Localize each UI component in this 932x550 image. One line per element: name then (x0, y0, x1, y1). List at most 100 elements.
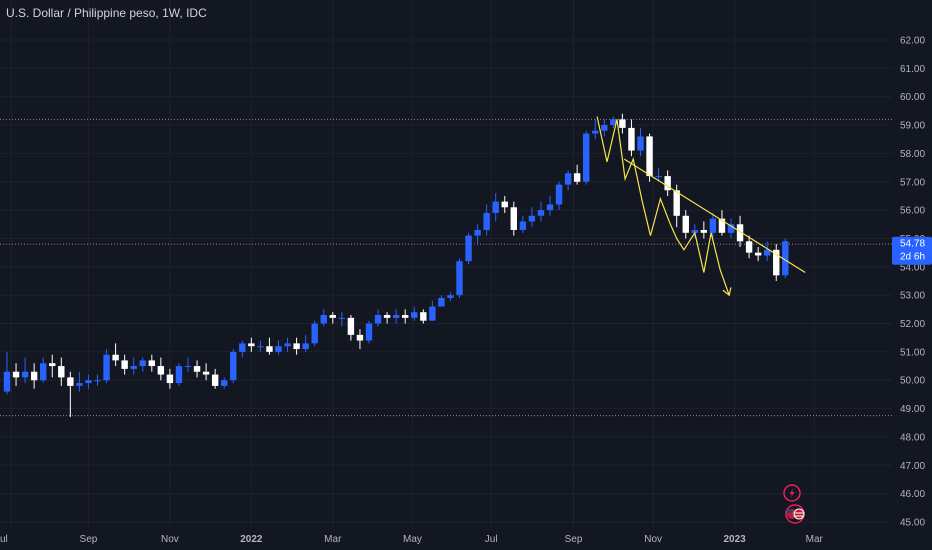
candle-body[interactable] (420, 312, 427, 321)
candle-body[interactable] (700, 229, 708, 233)
candle-body[interactable] (130, 366, 137, 369)
y-tick-label: 49.00 (900, 404, 925, 415)
candle-body[interactable] (85, 380, 92, 384)
candle-body[interactable] (754, 252, 762, 256)
candle-body[interactable] (311, 323, 318, 344)
candle-body[interactable] (501, 201, 508, 208)
candle-body[interactable] (727, 224, 735, 233)
candle-body[interactable] (139, 360, 146, 367)
x-tick-label: Jul (485, 534, 498, 545)
candle-body[interactable] (601, 125, 608, 131)
candle-body[interactable] (691, 229, 698, 233)
candle-body[interactable] (411, 312, 418, 318)
candle-body[interactable] (293, 343, 300, 350)
candle-body[interactable] (682, 215, 689, 233)
candle-body[interactable] (338, 317, 346, 319)
candle-body[interactable] (166, 374, 174, 384)
candle-body[interactable] (193, 366, 201, 372)
candle-body[interactable] (12, 371, 20, 378)
candle-body[interactable] (773, 249, 780, 276)
candle-body[interactable] (429, 306, 436, 321)
candle-body[interactable] (438, 298, 445, 307)
candle-body[interactable] (103, 354, 110, 381)
candle-body[interactable] (456, 261, 463, 296)
candle-body[interactable] (320, 315, 327, 324)
candle-body[interactable] (275, 346, 282, 352)
candle-body[interactable] (175, 366, 183, 384)
candle-body[interactable] (221, 380, 228, 386)
candle-body[interactable] (573, 173, 581, 182)
candle-body[interactable] (112, 354, 119, 361)
candle-body[interactable] (347, 317, 355, 335)
candle-body[interactable] (202, 371, 210, 375)
candle-body[interactable] (592, 130, 599, 134)
candle-body[interactable] (40, 363, 47, 381)
candle-body[interactable] (302, 343, 309, 350)
candle-body[interactable] (121, 360, 128, 369)
us-flag-icon[interactable] (785, 504, 805, 524)
candle-body[interactable] (610, 119, 617, 126)
candle-body[interactable] (465, 235, 472, 262)
candle-body[interactable] (709, 218, 717, 233)
trendline-drawing[interactable] (623, 158, 806, 274)
candle-body[interactable] (664, 176, 671, 191)
candle-body[interactable] (402, 315, 409, 318)
candle-body[interactable] (230, 351, 237, 381)
candle-body[interactable] (374, 315, 382, 324)
candle-body[interactable] (356, 334, 364, 341)
candle-body[interactable] (94, 380, 101, 382)
candle-body[interactable] (745, 241, 753, 253)
candle-body[interactable] (76, 383, 83, 386)
candle-body[interactable] (157, 366, 165, 375)
candle-body[interactable] (736, 224, 744, 242)
candle-body[interactable] (564, 173, 572, 185)
candle-body[interactable] (21, 371, 29, 378)
candle-body[interactable] (519, 221, 527, 230)
candle-body[interactable] (148, 360, 155, 367)
candle-body[interactable] (474, 229, 481, 236)
candle-body[interactable] (392, 315, 400, 318)
candle-body[interactable] (510, 207, 517, 230)
us-flag-icon-canton (787, 509, 792, 513)
candle-body[interactable] (637, 136, 644, 151)
x-axis[interactable]: ul Sep Nov 2022 Mar May Jul Sep Nov 2023 Mar (0, 534, 824, 545)
candle-body[interactable] (266, 346, 273, 352)
candle-body[interactable] (718, 218, 726, 233)
candle-body[interactable] (184, 366, 192, 368)
candle-body[interactable] (329, 315, 336, 318)
candle-body[interactable] (655, 176, 662, 178)
candle-body[interactable] (673, 190, 680, 216)
candle-body[interactable] (619, 119, 626, 128)
candle-body[interactable] (546, 204, 554, 211)
candles-group[interactable] (3, 113, 789, 418)
candle-body[interactable] (483, 212, 490, 230)
candle-body[interactable] (583, 133, 590, 182)
candle-body[interactable] (555, 184, 563, 205)
candle-body[interactable] (365, 323, 373, 341)
candle-body[interactable] (257, 346, 264, 348)
candle-body[interactable] (239, 343, 246, 352)
candle-body[interactable] (646, 136, 653, 177)
candle-body[interactable] (67, 377, 74, 386)
candle-body[interactable] (3, 371, 11, 392)
candle-body[interactable] (537, 210, 545, 216)
zigzag-drawing[interactable] (596, 116, 730, 296)
candle-body[interactable] (628, 127, 635, 151)
candle-body[interactable] (248, 343, 255, 347)
lightning-bolt-icon[interactable] (783, 484, 801, 502)
candle-body[interactable] (528, 215, 536, 222)
candle-body[interactable] (58, 366, 65, 378)
candle-body[interactable] (764, 249, 771, 256)
candle-body[interactable] (447, 295, 454, 299)
candle-body[interactable] (211, 374, 219, 386)
candle-body[interactable] (383, 315, 391, 318)
grid-lines (0, 0, 892, 528)
candle-body[interactable] (492, 201, 499, 213)
candle-body[interactable] (284, 343, 291, 347)
drawing-group[interactable] (596, 116, 806, 297)
candle-body[interactable] (49, 363, 56, 367)
candle-body[interactable] (782, 241, 789, 276)
x-tick-label: Sep (565, 534, 583, 545)
candle-body[interactable] (30, 371, 38, 381)
